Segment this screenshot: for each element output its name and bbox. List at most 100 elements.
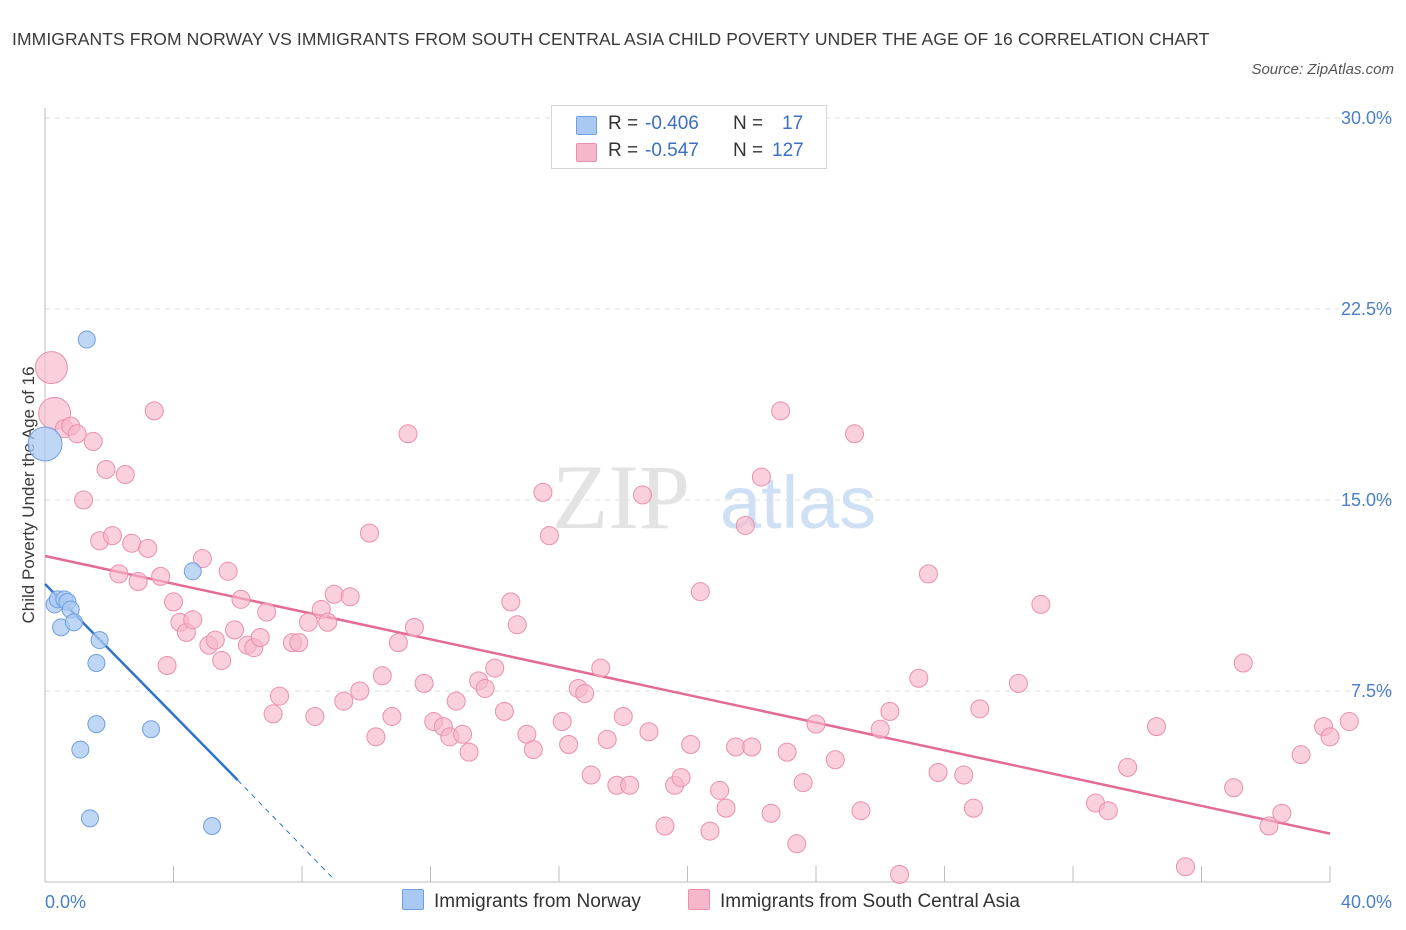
data-point-south-central-asia (771, 401, 791, 421)
bottom-legend-label-norway: Immigrants from Norway (434, 891, 641, 912)
data-point-south-central-asia (1224, 778, 1244, 798)
data-point-south-central-asia (787, 834, 807, 854)
data-point-south-central-asia (970, 699, 990, 719)
axes (44, 108, 1331, 883)
data-point-south-central-asia (109, 564, 129, 584)
watermark-zip: ZIP (552, 446, 690, 548)
data-point-south-central-asia (591, 658, 611, 678)
data-point-south-central-asia (633, 485, 653, 505)
data-point-south-central-asia (1098, 801, 1118, 821)
data-point-south-central-asia (404, 617, 424, 637)
data-point-south-central-asia (318, 612, 338, 632)
data-point-south-central-asia (151, 566, 171, 586)
data-point-south-central-asia (1118, 757, 1138, 777)
data-point-norway (80, 809, 99, 828)
data-point-south-central-asia (485, 658, 505, 678)
data-point-south-central-asia (212, 650, 232, 670)
data-point-south-central-asia (74, 490, 94, 510)
y-tick-label: 15.0% (1341, 490, 1392, 510)
data-point-south-central-asia (372, 666, 392, 686)
data-point-south-central-asia (1339, 712, 1359, 732)
data-point-south-central-asia (34, 351, 68, 385)
y-tick-label: 22.5% (1341, 299, 1392, 319)
data-point-south-central-asia (533, 482, 553, 502)
data-point-south-central-asia (289, 633, 309, 653)
data-point-south-central-asia (880, 701, 900, 721)
data-point-south-central-asia (620, 775, 640, 795)
data-point-south-central-asia (192, 549, 212, 569)
data-point-south-central-asia (909, 668, 929, 688)
data-point-south-central-asia (324, 584, 344, 604)
data-point-norway (87, 653, 106, 672)
data-point-south-central-asia (164, 592, 183, 612)
data-point-south-central-asia (157, 656, 177, 676)
data-point-south-central-asia (777, 742, 797, 762)
data-point-south-central-asia (298, 612, 318, 632)
bottom-legend-label-sca: Immigrants from South Central Asia (720, 891, 1020, 912)
data-point-south-central-asia (639, 722, 659, 742)
stats-legend: R = -0.406 N = 17 R = -0.547 N = 127 (551, 105, 827, 169)
data-point-south-central-asia (597, 729, 617, 749)
bottom-legend-norway: Immigrants from Norway (402, 889, 641, 913)
legend-n-label: N = (733, 140, 764, 161)
data-point-norway (183, 562, 202, 581)
data-point-south-central-asia (690, 582, 710, 602)
data-point-south-central-asia (459, 742, 479, 762)
data-point-south-central-asia (918, 564, 938, 584)
data-point-south-central-asia (523, 740, 543, 760)
trend-line-south-central-asia (44, 554, 1331, 835)
data-point-south-central-asia (359, 523, 379, 543)
data-point-south-central-asia (671, 768, 691, 788)
trend-line-norway-extension (237, 779, 335, 880)
legend-norway-n: 17 (782, 113, 804, 134)
data-point-south-central-asia (350, 681, 370, 701)
data-point-south-central-asia (751, 467, 771, 487)
data-point-south-central-asia (340, 587, 360, 607)
data-point-south-central-asia (928, 762, 948, 782)
data-point-south-central-asia (845, 424, 865, 444)
legend-swatch-sca (576, 143, 597, 162)
watermark: ZIP atlas (552, 446, 876, 548)
data-point-south-central-asia (83, 431, 103, 451)
data-point-south-central-asia (1233, 653, 1253, 673)
legend-norway-r: -0.406 (645, 113, 699, 134)
data-point-south-central-asia (761, 803, 781, 823)
data-point-south-central-asia (218, 561, 238, 581)
data-point-norway (90, 631, 109, 650)
data-point-south-central-asia (539, 526, 559, 546)
data-point-south-central-asia (1008, 673, 1028, 693)
data-point-south-central-asia (366, 727, 386, 747)
data-point-south-central-asia (446, 691, 466, 711)
data-point-south-central-asia (581, 765, 601, 785)
data-point-south-central-asia (1175, 857, 1195, 877)
data-point-south-central-asia (398, 424, 418, 444)
data-point-south-central-asia (122, 533, 142, 553)
data-point-south-central-asia (67, 424, 87, 444)
data-point-south-central-asia (825, 750, 845, 770)
points-south-central-asia (34, 351, 1359, 884)
data-point-south-central-asia (681, 734, 701, 754)
legend-r-label: R = (608, 113, 639, 134)
data-point-south-central-asia (1291, 745, 1311, 765)
data-point-south-central-asia (710, 780, 730, 800)
data-point-south-central-asia (334, 691, 354, 711)
data-point-norway (87, 715, 106, 734)
y-tick-label: 7.5% (1351, 681, 1392, 701)
legend-swatch-norway (576, 116, 597, 135)
chart-title: IMMIGRANTS FROM NORWAY VS IMMIGRANTS FRO… (12, 29, 1210, 49)
data-point-south-central-asia (575, 684, 595, 704)
data-point-south-central-asia (890, 864, 910, 884)
data-point-south-central-asia (700, 821, 720, 841)
data-point-south-central-asia (388, 633, 408, 653)
data-point-norway (77, 330, 96, 349)
data-point-south-central-asia (250, 628, 270, 648)
data-point-south-central-asia (475, 678, 495, 698)
data-point-norway (64, 613, 83, 632)
data-point-south-central-asia (102, 526, 122, 546)
data-point-south-central-asia (382, 706, 402, 726)
data-point-south-central-asia (183, 610, 203, 630)
data-point-south-central-asia (115, 465, 135, 485)
y-axis-label: Child Poverty Under the Age of 16 (19, 366, 38, 623)
bottom-legend-swatch-sca (688, 889, 710, 910)
data-point-south-central-asia (559, 734, 579, 754)
